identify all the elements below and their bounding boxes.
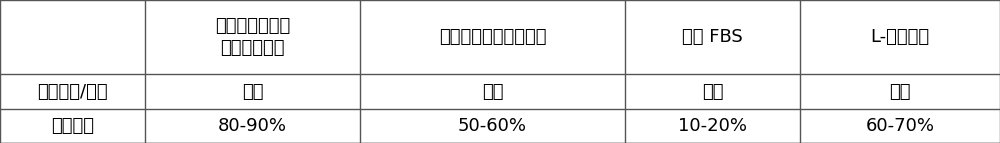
- Text: 本方法里内皮细
胞专用培厅基: 本方法里内皮细 胞专用培厅基: [215, 17, 290, 57]
- Text: 50-60%: 50-60%: [458, 117, 527, 135]
- Text: 缺失 FBS: 缺失 FBS: [682, 28, 743, 46]
- Text: 60-70%: 60-70%: [866, 117, 934, 135]
- Text: 细胞存活/死亡: 细胞存活/死亡: [37, 83, 108, 101]
- Text: 80-90%: 80-90%: [218, 117, 287, 135]
- Text: 存活: 存活: [242, 83, 263, 101]
- Text: 存活: 存活: [482, 83, 503, 101]
- Text: 细胞密度: 细胞密度: [51, 117, 94, 135]
- Text: 存活: 存活: [889, 83, 911, 101]
- Text: 10-20%: 10-20%: [678, 117, 747, 135]
- Text: L-谷氨酰胺: L-谷氨酰胺: [870, 28, 930, 46]
- Text: 缺失内皮细胞生长因子: 缺失内皮细胞生长因子: [439, 28, 546, 46]
- Text: 死亡: 死亡: [702, 83, 723, 101]
